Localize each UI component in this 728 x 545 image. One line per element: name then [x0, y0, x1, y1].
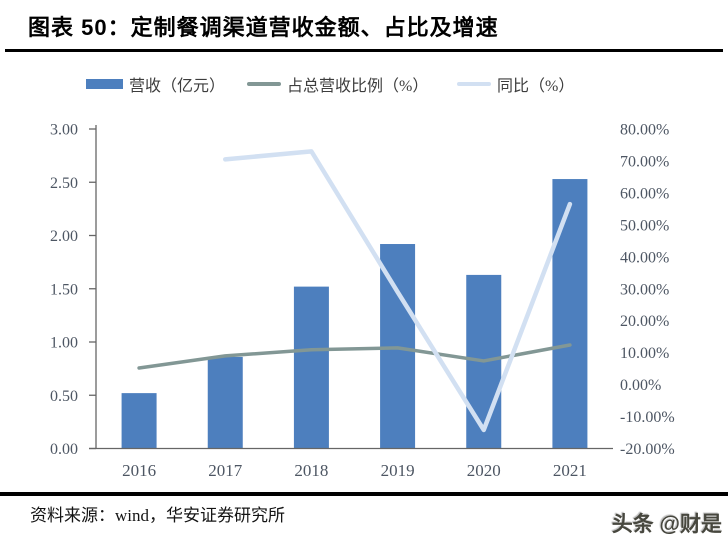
right-tick-label: 30.00%	[620, 281, 669, 298]
right-tick-label: 10.00%	[620, 345, 669, 362]
right-tick-label: 80.00%	[620, 122, 669, 139]
bar-2018	[293, 286, 329, 449]
legend-label: 营收（亿元）	[129, 78, 226, 95]
x-category-label: 2020	[467, 461, 501, 480]
title-rule	[5, 49, 723, 52]
left-tick-label: 1.00	[50, 335, 78, 352]
bottom-rule	[0, 492, 728, 496]
chart-legend: 营收（亿元） 占总营收比例（%） 同比（%）	[0, 73, 728, 97]
right-tick-label: 60.00%	[620, 185, 669, 202]
bar-2017	[207, 356, 243, 449]
bar-2016	[121, 393, 157, 449]
left-tick-label: 0.00	[50, 441, 78, 458]
left-tick-label: 1.50	[50, 281, 78, 298]
legend-label: 同比（%）	[497, 78, 575, 95]
legend-item-yoy: 同比（%）	[457, 73, 574, 95]
left-tick-label: 0.50	[50, 388, 78, 405]
x-category-label: 2017	[208, 461, 243, 480]
legend-item-revenue: 营收（亿元）	[86, 73, 225, 95]
right-tick-label: 0.00%	[620, 377, 661, 394]
x-category-label: 2019	[381, 461, 415, 480]
legend-line-swatch-yoy	[457, 82, 491, 86]
right-tick-label: 20.00%	[620, 313, 669, 330]
watermark: 头条 @财是	[611, 513, 722, 536]
right-tick-label: -20.00%	[620, 441, 675, 458]
x-category-label: 2021	[553, 461, 587, 480]
bar-2021	[552, 179, 588, 449]
left-tick-label: 2.50	[50, 175, 78, 192]
right-tick-label: -10.00%	[620, 409, 675, 426]
x-category-label: 2018	[294, 461, 328, 480]
left-tick-label: 2.00	[50, 228, 78, 245]
right-tick-label: 40.00%	[620, 249, 669, 266]
x-category-label: 2016	[122, 461, 156, 480]
page-title: 图表 50：定制餐调渠道营收金额、占比及增速	[28, 15, 499, 40]
left-tick-label: 3.00	[50, 122, 78, 139]
legend-item-share: 占总营收比例（%）	[247, 73, 428, 95]
legend-bar-swatch	[86, 79, 123, 89]
right-tick-label: 50.00%	[620, 217, 669, 234]
share-line	[137, 343, 572, 370]
legend-label: 占总营收比例（%）	[287, 78, 429, 95]
yoy-line	[223, 149, 573, 433]
legend-line-swatch-share	[247, 82, 281, 86]
source-note: 资料来源：wind，华安证券研究所	[30, 506, 285, 525]
right-tick-label: 70.00%	[620, 153, 669, 170]
